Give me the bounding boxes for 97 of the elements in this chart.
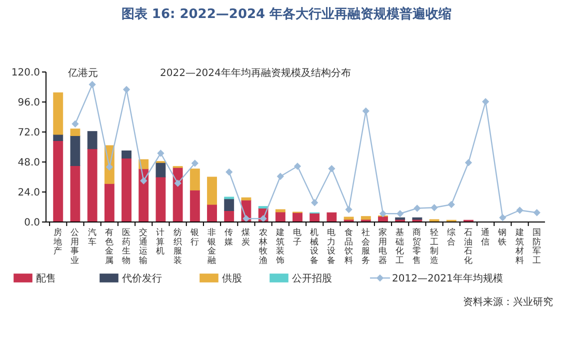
bar (190, 168, 200, 190)
point (430, 204, 438, 212)
point (499, 214, 506, 222)
bar (275, 209, 286, 212)
bar (360, 216, 371, 220)
point (345, 206, 352, 213)
bar (122, 158, 132, 222)
x-tick-label: 公用事业 (70, 227, 80, 266)
x-tick-label: 房地产 (52, 227, 63, 257)
y-tick-label: 0.0 (24, 218, 40, 228)
x-tick-label: 建筑装饰 (274, 227, 285, 266)
point (482, 98, 489, 106)
point (140, 177, 148, 184)
bar (87, 131, 98, 150)
point (260, 215, 267, 222)
point (448, 201, 455, 208)
point (328, 165, 336, 172)
point (533, 209, 540, 216)
x-tick-label: 汽车 (88, 227, 97, 248)
point (106, 164, 113, 170)
point (123, 86, 130, 93)
bar (104, 183, 114, 222)
x-tick-label: 纺织服装 (173, 227, 182, 266)
point (362, 108, 370, 114)
x-tick-label: 银行 (189, 227, 200, 248)
x-tick-label: 有色金属 (104, 227, 114, 266)
point (465, 159, 472, 166)
x-tick-label: 轻工制造 (430, 227, 439, 266)
point (414, 204, 421, 212)
point (294, 162, 301, 170)
bar (224, 210, 234, 222)
x-tick-label: 电子 (293, 227, 302, 248)
point (72, 120, 79, 128)
x-tick-label: 石油石化 (464, 228, 473, 266)
point (88, 81, 96, 88)
bar (326, 212, 337, 222)
bar (122, 150, 132, 158)
bar (344, 216, 354, 220)
x-tick-label: 煤炭 (242, 227, 251, 248)
point (311, 199, 318, 206)
x-tick-label: 社会服务 (361, 227, 370, 266)
x-tick-label: 农林牧渔 (258, 227, 268, 266)
legend-label: 2012—2021年年均规模 (392, 272, 503, 284)
bar (70, 128, 80, 136)
point (242, 215, 250, 222)
legend-label: 供股 (222, 274, 242, 284)
bar (53, 134, 64, 141)
x-tick-label: 国防军工 (532, 228, 542, 266)
point (192, 160, 198, 167)
bar (224, 198, 234, 211)
y-tick-label: 48.0 (18, 158, 40, 168)
x-tick-label: 计算机 (156, 227, 166, 257)
x-tick-label: 机械设备 (310, 227, 320, 266)
bar (70, 166, 80, 222)
x-tick-label: 医药生物 (122, 227, 132, 266)
text: 资料来源：兴业研究 (463, 296, 553, 308)
bar (87, 148, 98, 222)
point (516, 206, 524, 214)
x-tick-label: 食品饮料 (343, 227, 354, 266)
point (396, 210, 404, 218)
bar (53, 140, 64, 222)
x-tick-label: 非银金融 (206, 227, 217, 266)
bar (156, 162, 166, 178)
bar (207, 204, 217, 222)
x-tick-label: 家用电器 (378, 227, 388, 266)
bar (172, 167, 183, 222)
x-tick-label: 基础化工 (394, 227, 405, 266)
point (157, 150, 164, 157)
point (174, 180, 182, 187)
bar (138, 168, 149, 222)
x-tick-label: 电力设备 (327, 227, 336, 266)
x-tick-label: 交通运输 (139, 227, 148, 266)
point (226, 168, 233, 176)
bar (190, 190, 200, 222)
legend-label: 公开招股 (292, 272, 332, 284)
legend-label: 代价发行 (121, 272, 162, 284)
bar (53, 92, 64, 135)
x-tick-label: 钢铁 (497, 227, 508, 248)
x-tick-label: 通信 (481, 227, 490, 248)
chart-title: 图表 16: 2022—2024 年各大行业再融资规模普遍收缩 (121, 6, 452, 22)
y-axis-title: 亿港元 (67, 67, 98, 79)
y-tick-label: 120.0 (11, 68, 40, 78)
x-tick-label: 建筑材料 (514, 227, 524, 266)
point (277, 172, 284, 180)
x-tick-label: 传媒 (224, 227, 234, 248)
x-tick-label: 综合 (446, 227, 456, 248)
bar (241, 197, 252, 200)
y-tick-label: 72.0 (18, 128, 40, 138)
legend-label: 配售 (36, 272, 56, 284)
y-tick-label: 96.0 (18, 98, 40, 108)
bar (156, 176, 166, 222)
bar (70, 136, 80, 166)
x-tick-label: 商贸零售 (412, 227, 422, 266)
y-tick-label: 24.0 (18, 188, 40, 198)
point (380, 210, 386, 218)
chart-subtitle: 2022—2024年年均再融资规模及结构分布 (160, 67, 351, 79)
bar (207, 176, 217, 205)
